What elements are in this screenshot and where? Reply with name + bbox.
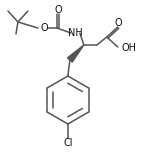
Text: NH: NH bbox=[69, 28, 83, 38]
Text: O: O bbox=[40, 23, 48, 33]
Polygon shape bbox=[68, 45, 84, 62]
Text: O: O bbox=[54, 5, 62, 15]
Text: OH: OH bbox=[122, 43, 137, 53]
Text: Cl: Cl bbox=[63, 138, 73, 148]
Text: O: O bbox=[115, 18, 123, 28]
